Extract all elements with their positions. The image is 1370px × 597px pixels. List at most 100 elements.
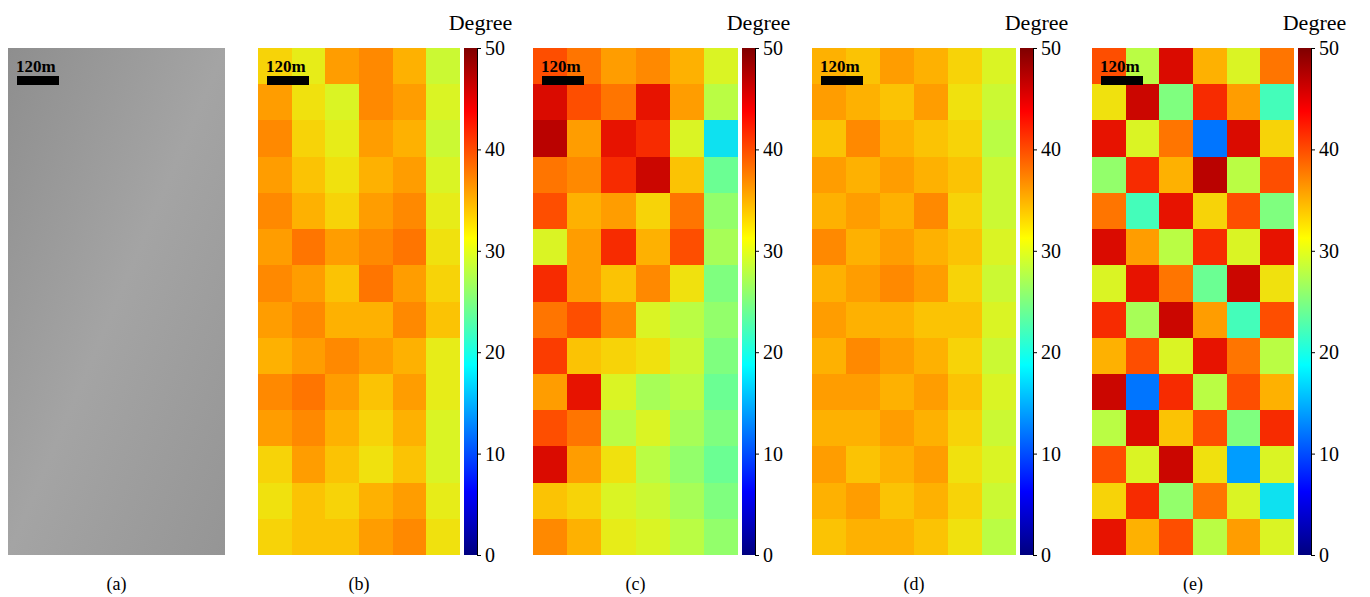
heat-cell [914,229,949,266]
heat-cell [426,302,460,339]
heat-cell [1092,193,1126,230]
heat-cell [393,265,427,302]
panel: 01020304050Degree120m(d) [812,10,1068,595]
heat-cell [325,338,359,375]
panel: 01020304050Degree120m(b) [258,10,512,595]
heat-cell [533,483,568,520]
heat-cell [1126,483,1160,520]
heat-cell [704,120,738,157]
tick: 30 [1033,240,1061,262]
heat-cell [880,519,915,555]
heat-cell [426,265,460,302]
heat-cell [601,374,636,411]
heat-cell [533,265,568,302]
heat-cell [1227,229,1261,266]
heat-cell [880,483,915,520]
heat-cell [704,265,738,302]
heat-cell [670,84,705,121]
tick-label: 40 [1041,138,1061,160]
heat-cell [846,193,881,230]
heat-cell [914,302,949,339]
heat-cell [1126,338,1160,375]
heat-cell [325,193,359,230]
heat-cell [601,265,636,302]
heat-cell [533,229,568,266]
heat-cell [880,265,915,302]
scale-bar-label: 120m [16,57,56,76]
heat-cell [1092,265,1126,302]
heat-cell [914,483,949,520]
tick-mark [755,352,759,353]
heat-cell [1126,157,1160,194]
heat-cell [1193,193,1227,230]
tick-label: 40 [1319,138,1339,160]
heat-cell [258,410,292,447]
tick-mark [1311,555,1315,556]
heat-cell [636,519,671,555]
heat-cell [1159,84,1193,121]
heat-cell [948,374,983,411]
tick-label: 40 [485,138,505,160]
heat-cell [670,120,705,157]
heat-cell [1193,374,1227,411]
heat-cell [325,374,359,411]
heat-cell [1193,338,1227,375]
heat-cell [1126,229,1160,266]
heat-cell [812,519,847,555]
heat-cell [359,446,393,483]
heat-cell [704,483,738,520]
heat-cell [670,193,705,230]
tick-label: 20 [1041,341,1061,363]
colorbar-title: Degree [449,10,513,35]
tick-label: 10 [763,443,783,465]
heat-cell [1260,302,1294,339]
heat-cell [567,483,602,520]
colorbar-ramp [464,48,477,555]
heat-cell [948,84,983,121]
heat-cell [846,374,881,411]
heat-cell [948,302,983,339]
heat-cell [880,410,915,447]
heat-cell [1260,338,1294,375]
heat-cell [567,120,602,157]
heat-cell [636,84,671,121]
tick: 10 [1311,443,1339,465]
heat-cell [1092,410,1126,447]
heat-cell [704,338,738,375]
tick-mark [477,555,481,556]
heat-cell [292,157,326,194]
heat-cell [636,193,671,230]
heat-cell [359,229,393,266]
heat-cell [601,193,636,230]
colorbar: 01020304050Degree [1283,10,1347,566]
tick-label: 20 [763,341,783,363]
heat-cell [533,446,568,483]
heat-cell [1126,84,1160,121]
heat-cell [948,48,983,85]
heat-cell [846,410,881,447]
tick-mark [1311,454,1315,455]
heat-cell [1092,120,1126,157]
heat-cell [1159,410,1193,447]
heat-cell [948,446,983,483]
tick-mark [755,251,759,252]
scale-bar [1101,76,1143,85]
heat-cell [812,410,847,447]
heat-cell [601,84,636,121]
axis-line [756,49,760,556]
heat-cell [1159,519,1193,555]
heat-cell [1126,193,1160,230]
figure: 120m(a)01020304050Degree120m(b)010203040… [0,0,1370,597]
heat-cell [880,229,915,266]
heat-cell [670,157,705,194]
heat-cell [948,338,983,375]
heat-cell [393,48,427,85]
heat-cell [1159,157,1193,194]
tick-label: 50 [1041,37,1061,59]
heat-cell [636,48,671,85]
heat-cell [948,193,983,230]
colorbar-ramp [1298,48,1311,555]
heat-cell [812,302,847,339]
tick: 0 [477,544,495,566]
panel-label: (c) [626,574,646,595]
